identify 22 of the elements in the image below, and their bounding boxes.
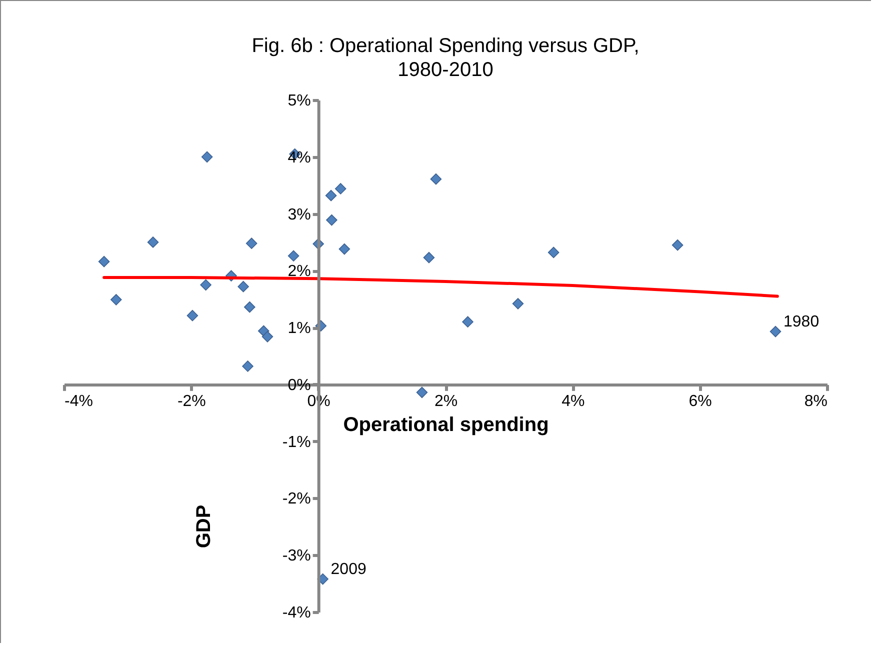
y-tick-label: -3% — [282, 548, 311, 565]
y-tick-label: -1% — [282, 434, 311, 451]
x-tick-label: 4% — [562, 392, 585, 410]
x-tick-label: -4% — [64, 392, 93, 410]
annotation: 1980 — [783, 314, 820, 331]
line-series — [102, 276, 779, 298]
y-tick-label: -4% — [282, 604, 311, 622]
y-tick-label: 0% — [288, 376, 311, 394]
y-tick-label: 5% — [288, 92, 311, 110]
y-axis-title: GDP — [192, 504, 215, 548]
x-tick-label: 8% — [804, 392, 828, 410]
x-tick-label: 6% — [688, 392, 712, 410]
y-tick-label: 3% — [288, 206, 311, 224]
y-tick-label: 2% — [288, 263, 311, 280]
annotation: 2009 — [330, 561, 366, 578]
y-tick-label: -2% — [282, 490, 311, 508]
x-tick-label: -2% — [177, 392, 206, 410]
y-tick-label: 1% — [288, 320, 311, 338]
x-axis-title: Operational spending — [343, 414, 549, 436]
chart-title: Fig. 6b : Operational Spending versus GDP, 1980-2010 — [252, 35, 640, 81]
x-tick-label: 2% — [434, 392, 458, 410]
y-tick-label: 4% — [288, 149, 311, 166]
